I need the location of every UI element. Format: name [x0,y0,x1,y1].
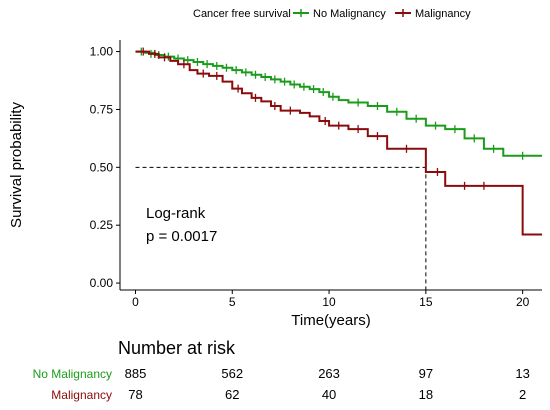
median-survival-lines [135,166,427,290]
x-ticks: 0 5 10 15 20 [132,290,530,309]
risk-value: 562 [221,366,243,381]
y-tick-label: 1.00 [90,45,114,59]
y-ticks: 0.00 0.25 0.50 0.75 1.00 [90,45,120,290]
risk-value: 263 [318,366,340,381]
risk-value: 2 [519,387,526,402]
y-tick-label: 0.50 [90,160,114,174]
x-tick-label: 10 [322,295,336,309]
risk-value: 40 [322,387,336,402]
x-axis-label: Time(years) [291,312,370,329]
risk-value: 18 [419,387,433,402]
risk-values: 885 562 263 97 13 78 62 40 18 2 [125,366,530,402]
risk-table-title: Number at risk [118,338,236,358]
risk-row-label-malignancy: Malignancy [51,388,112,402]
legend-entry-malignancy: Malignancy [415,8,471,20]
x-tick-label: 20 [516,295,530,309]
risk-value: 78 [128,387,142,402]
curve-malignancy [135,50,542,236]
x-tick-label: 15 [419,295,433,309]
y-tick-label: 0.00 [90,276,114,290]
risk-value: 13 [515,366,529,381]
curve-no-malignancy [135,50,542,157]
logrank-label: Log-rank [146,205,206,222]
legend-title: Cancer free survival [193,8,291,20]
x-tick-label: 0 [132,295,139,309]
y-tick-label: 0.25 [90,218,114,232]
x-tick-label: 5 [229,295,236,309]
risk-row-label-no-malignancy: No Malignancy [33,367,112,381]
risk-value: 885 [125,366,147,381]
y-axis-label: Survival probability [8,102,25,228]
risk-value: 97 [419,366,433,381]
y-tick-label: 0.75 [90,102,114,116]
pvalue-label: p = 0.0017 [146,228,217,245]
legend-entry-no-malignancy: No Malignancy [313,8,386,20]
survival-curves [135,47,542,236]
legend: Cancer free survival No Malignancy Malig… [193,8,471,20]
risk-value: 62 [225,387,239,402]
